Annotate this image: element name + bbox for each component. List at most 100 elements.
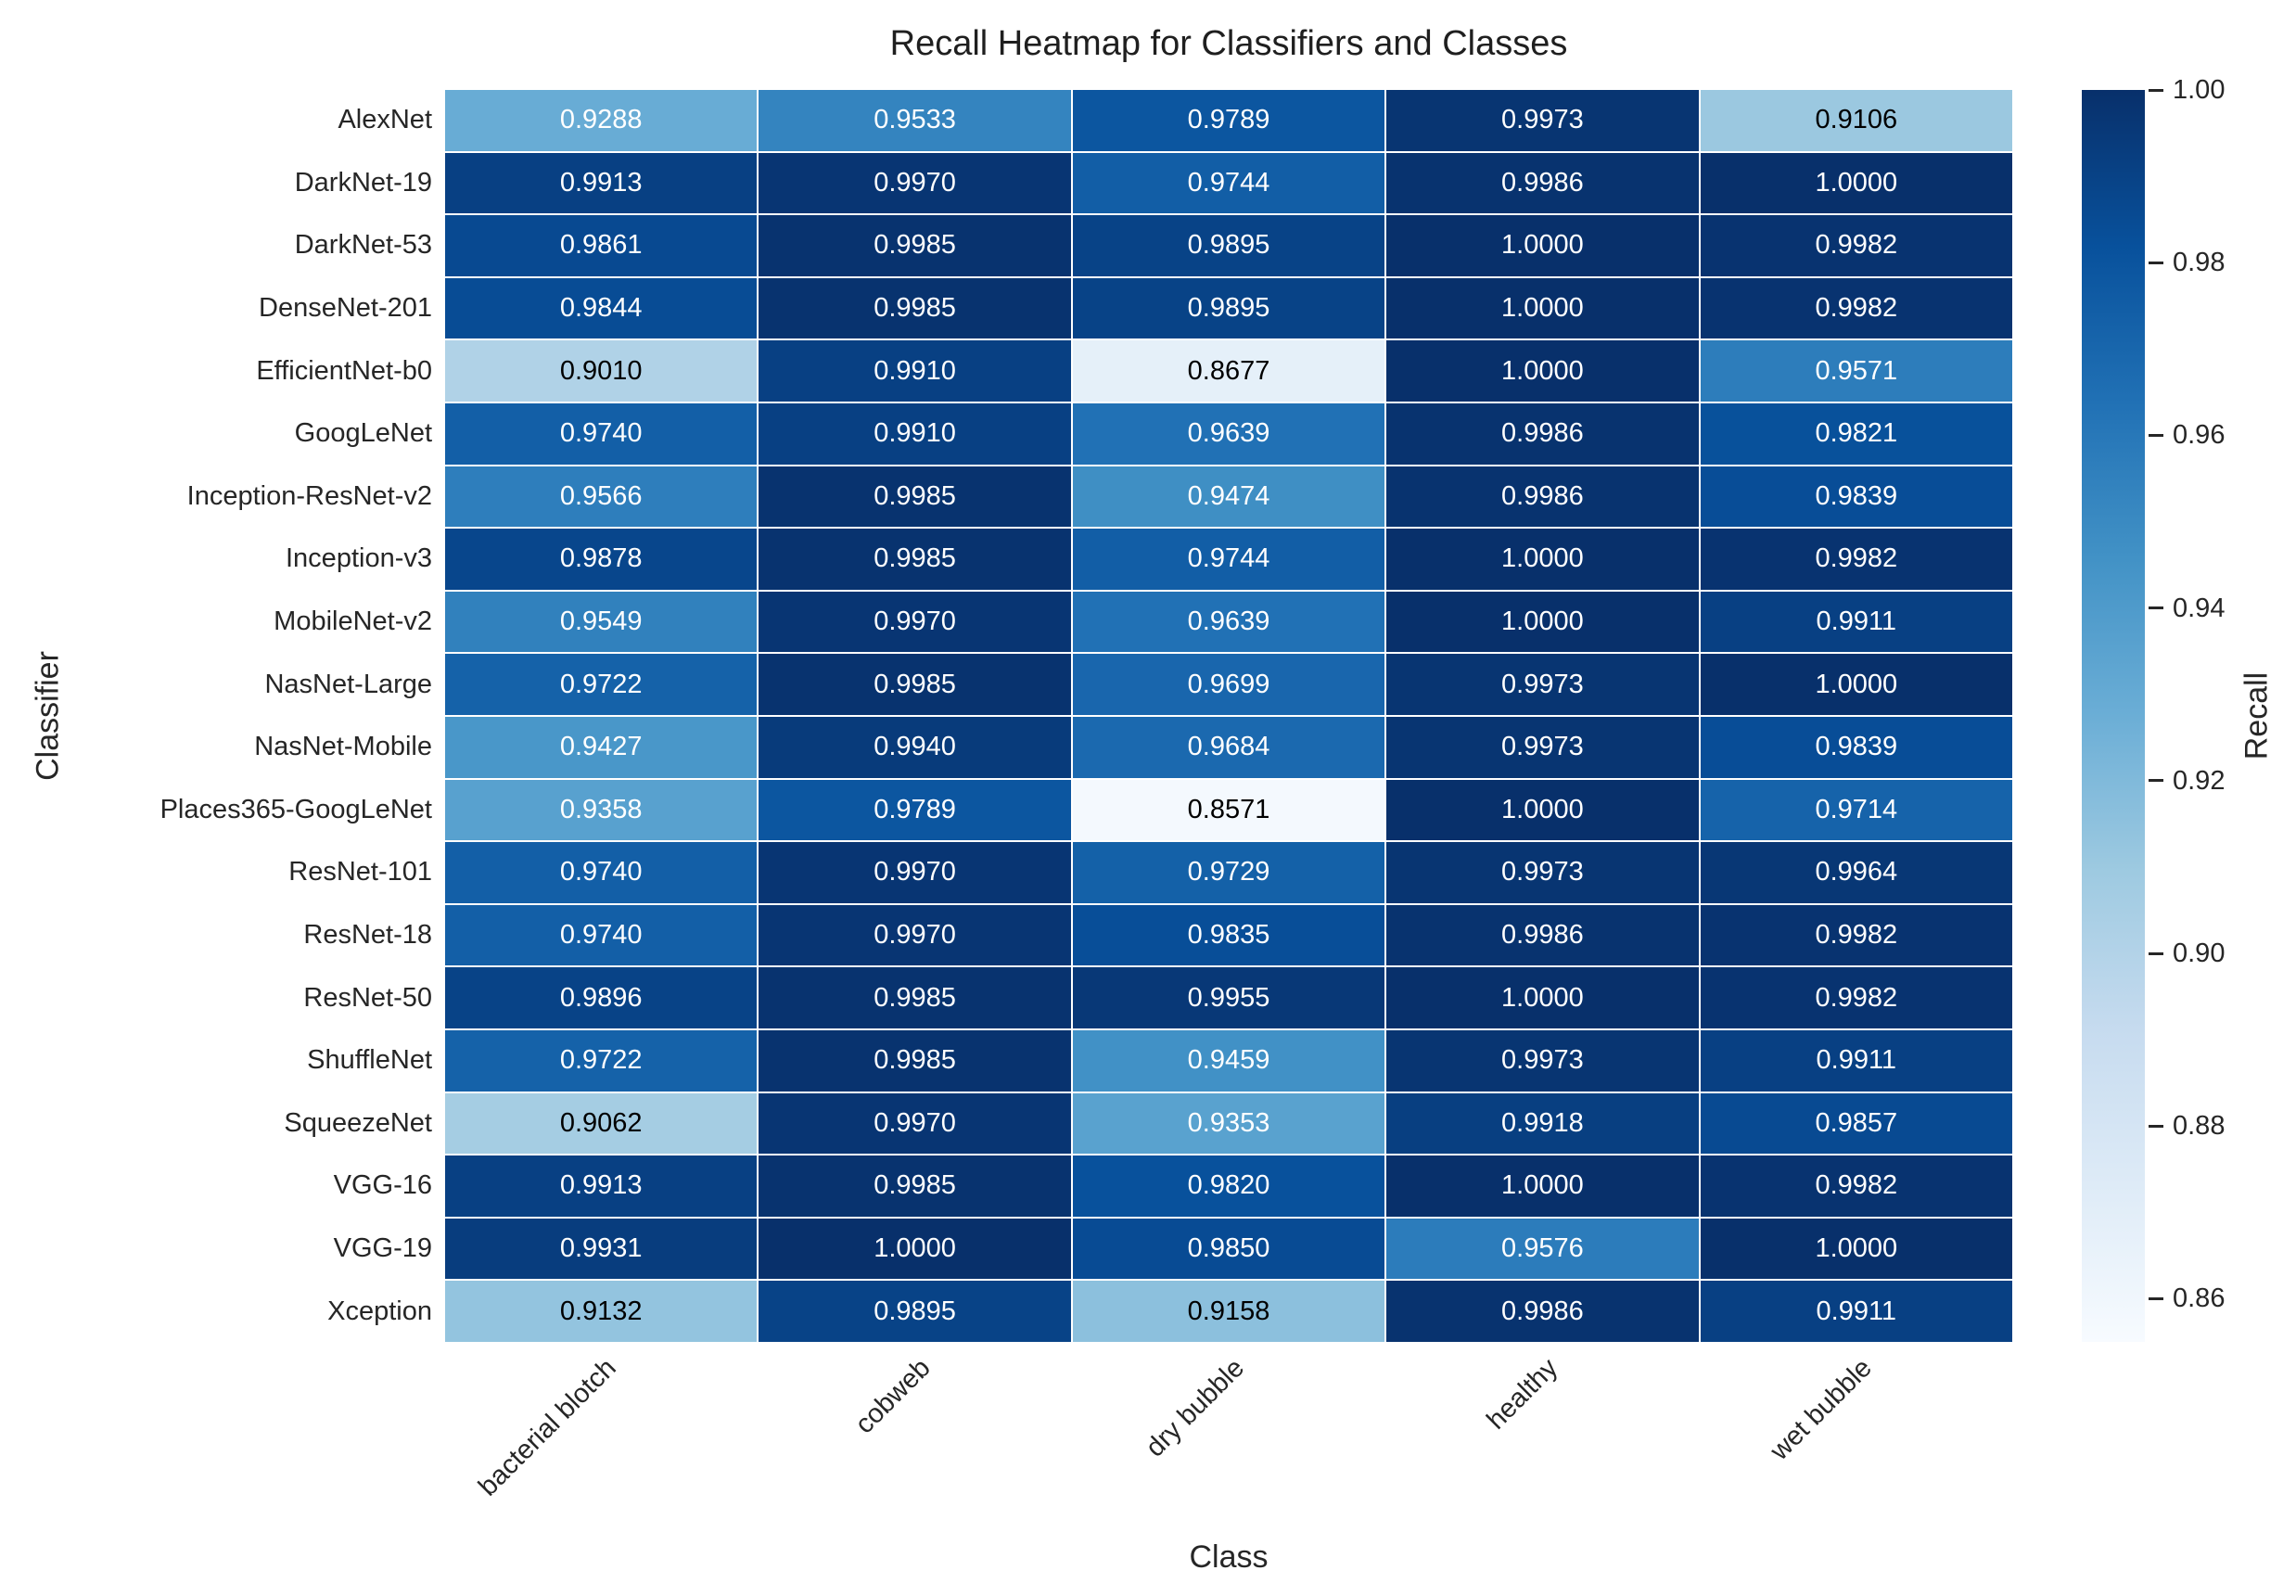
heatmap-cell: 0.9821	[1700, 402, 2012, 465]
heatmap-cell: 0.9973	[1386, 716, 1699, 778]
heatmap-cell: 0.9973	[1386, 90, 1699, 151]
heatmap-grid: 0.9288 0.9533 0.9789 0.9973 0.9106 0.9913 0.99…	[445, 90, 2012, 1342]
heatmap-cell: 0.9973	[1386, 1029, 1699, 1092]
heatmap-cell: 0.9744	[1072, 529, 1385, 590]
heatmap-cell: 0.9474	[1072, 466, 1385, 528]
heatmap-cell: 1.0000	[1386, 277, 1699, 339]
heatmap-cell: 0.9982	[1700, 529, 2012, 590]
heatmap-cell: 0.9062	[445, 1092, 758, 1155]
heatmap-cell: 0.9910	[759, 402, 1071, 465]
chart-title: Recall Heatmap for Classifiers and Class…	[889, 24, 1568, 63]
heatmap-cell: 0.9820	[1072, 1156, 1385, 1217]
colorbar-tick-label: 0.92	[2173, 765, 2226, 796]
y-tick-label: NasNet-Large	[264, 669, 432, 699]
heatmap-cell: 0.9970	[759, 591, 1071, 653]
y-tick-label: MobileNet-v2	[274, 606, 432, 637]
heatmap-cell: 0.9132	[445, 1281, 758, 1342]
heatmap-cell: 0.9985	[759, 529, 1071, 590]
heatmap-cell: 0.9985	[759, 466, 1071, 528]
heatmap-cell: 0.9850	[1072, 1218, 1385, 1280]
heatmap-cell: 0.9985	[759, 967, 1071, 1028]
heatmap-cell: 0.9789	[1072, 90, 1385, 151]
y-tick-label: Places365-GoogLeNet	[159, 794, 432, 824]
y-tick-label: VGG-16	[333, 1170, 432, 1201]
y-tick-label: DenseNet-201	[259, 293, 432, 324]
heatmap-cell: 0.9010	[445, 340, 758, 402]
colorbar-tick	[2149, 433, 2163, 437]
heatmap-cell: 0.9982	[1700, 277, 2012, 339]
heatmap-cell: 0.9839	[1700, 716, 2012, 778]
x-axis-title: Class	[1189, 1539, 1269, 1575]
heatmap-cell: 1.0000	[1386, 529, 1699, 590]
heatmap-cell: 0.9986	[1386, 152, 1699, 214]
colorbar-tick-label: 1.00	[2173, 75, 2226, 105]
colorbar	[2082, 90, 2145, 1342]
heatmap-cell: 0.9639	[1072, 591, 1385, 653]
y-tick-label: EfficientNet-b0	[256, 355, 432, 386]
heatmap-cell: 0.9896	[445, 967, 758, 1028]
colorbar-tick	[2149, 1124, 2163, 1128]
y-tick-label: Inception-v3	[286, 543, 432, 574]
colorbar-tick	[2149, 779, 2163, 783]
colorbar-tick	[2149, 606, 2163, 610]
heatmap-cell: 0.9982	[1700, 967, 2012, 1028]
heatmap-cell: 0.9982	[1700, 1156, 2012, 1217]
heatmap-cell: 0.8571	[1072, 779, 1385, 841]
heatmap-cell: 0.9684	[1072, 716, 1385, 778]
y-tick-label: Inception-ResNet-v2	[186, 480, 432, 511]
heatmap-cell: 0.9910	[759, 340, 1071, 402]
y-tick-labels: AlexNet DarkNet-19 DarkNet-53 DenseNet-201 E…	[0, 90, 432, 1342]
colorbar-tick	[2149, 261, 2163, 264]
heatmap-cell: 0.9970	[759, 1092, 1071, 1155]
x-tick-label: wet bubble	[1764, 1353, 1878, 1466]
heatmap-cell: 0.9895	[1072, 277, 1385, 339]
colorbar-tick	[2149, 951, 2163, 955]
heatmap-cell: 0.9918	[1386, 1092, 1699, 1155]
heatmap-cell: 1.0000	[1700, 654, 2012, 715]
x-tick-label: bacterial blotch	[473, 1353, 622, 1502]
colorbar-tick-label: 0.98	[2173, 248, 2226, 278]
y-tick-label: ResNet-101	[288, 857, 432, 887]
heatmap-cell: 0.9722	[445, 1029, 758, 1092]
heatmap-cell: 1.0000	[1386, 967, 1699, 1028]
heatmap-cell: 0.9566	[445, 466, 758, 528]
heatmap-cell: 0.9789	[759, 779, 1071, 841]
heatmap-cell: 0.9744	[1072, 152, 1385, 214]
heatmap-cell: 1.0000	[1386, 591, 1699, 653]
heatmap-cell: 0.9639	[1072, 402, 1385, 465]
heatmap-cell: 0.9985	[759, 1156, 1071, 1217]
heatmap-cell: 0.9857	[1700, 1092, 2012, 1155]
heatmap-cell: 0.9986	[1386, 466, 1699, 528]
colorbar-tick-label: 0.88	[2173, 1111, 2226, 1142]
heatmap-cell: 0.9576	[1386, 1218, 1699, 1280]
heatmap-cell: 0.9911	[1700, 591, 2012, 653]
heatmap-cell: 0.9158	[1072, 1281, 1385, 1342]
heatmap-cell: 1.0000	[1700, 1218, 2012, 1280]
y-tick-label: SqueezeNet	[284, 1107, 432, 1138]
colorbar-tick-label: 0.90	[2173, 938, 2226, 969]
y-tick-label: GoogLeNet	[294, 418, 432, 449]
colorbar-tick-label: 0.96	[2173, 420, 2226, 451]
heatmap-cell: 0.9288	[445, 90, 758, 151]
heatmap-cell: 0.9985	[759, 654, 1071, 715]
heatmap-cell: 0.9911	[1700, 1281, 2012, 1342]
heatmap-cell: 0.9714	[1700, 779, 2012, 841]
heatmap-cell: 0.9571	[1700, 340, 2012, 402]
heatmap-cell: 0.9835	[1072, 904, 1385, 966]
heatmap-cell: 0.9895	[1072, 215, 1385, 276]
heatmap-cell: 0.9973	[1386, 842, 1699, 903]
y-tick-label: DarkNet-19	[294, 167, 432, 198]
heatmap-cell: 0.9982	[1700, 904, 2012, 966]
heatmap-cell: 0.9982	[1700, 215, 2012, 276]
x-tick-label: healthy	[1481, 1353, 1564, 1436]
colorbar-tick-label: 0.94	[2173, 593, 2226, 623]
heatmap-cell: 0.9931	[445, 1218, 758, 1280]
heatmap-cell: 0.9940	[759, 716, 1071, 778]
y-tick-label: ShuffleNet	[307, 1045, 432, 1076]
colorbar-title: Recall	[2239, 671, 2275, 760]
heatmap-cell: 0.9549	[445, 591, 758, 653]
heatmap-cell: 0.9740	[445, 904, 758, 966]
heatmap-cell: 1.0000	[1386, 779, 1699, 841]
heatmap-cell: 1.0000	[1386, 340, 1699, 402]
